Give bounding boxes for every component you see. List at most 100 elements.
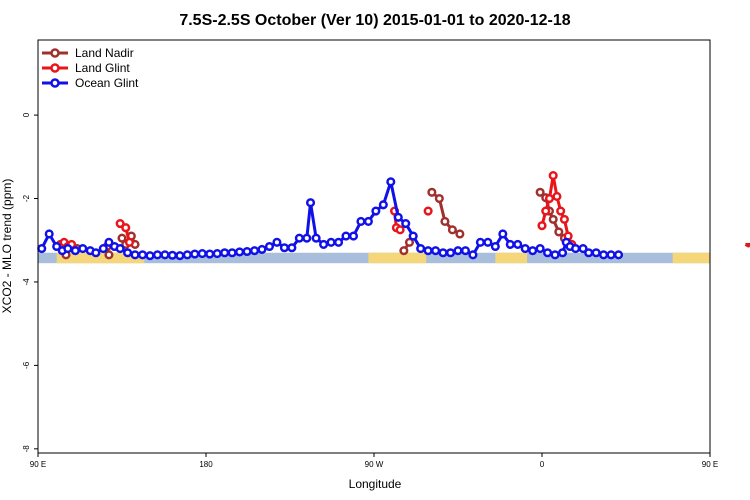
legend-label: Land Nadir (75, 46, 134, 60)
data-point (115, 219, 125, 229)
data-point (550, 250, 560, 260)
legend-label: Ocean Glint (75, 76, 139, 90)
data-point (490, 241, 500, 252)
data-point (416, 244, 426, 254)
data-point (606, 250, 616, 260)
data-point (584, 248, 594, 258)
data-point (599, 250, 609, 260)
series-ocean-glint (37, 177, 624, 261)
data-point (104, 237, 114, 247)
data-point (311, 233, 321, 243)
data-point (167, 250, 177, 260)
y-tick-label: -8 (22, 445, 31, 453)
data-point (498, 229, 508, 239)
data-point (535, 244, 545, 254)
data-point (468, 250, 478, 260)
data-point (205, 249, 215, 259)
data-point (98, 244, 108, 254)
data-point (475, 237, 485, 247)
data-point (541, 206, 551, 216)
data-point (52, 241, 62, 252)
data-point (438, 248, 448, 258)
data-point (453, 246, 463, 256)
data-point (591, 248, 601, 258)
series-line-segment (744, 243, 750, 248)
data-point (543, 248, 553, 258)
data-point (44, 229, 54, 239)
land-strip-segment (56, 252, 145, 264)
land-strip-segment (495, 252, 528, 264)
data-point (393, 212, 403, 222)
data-point (386, 177, 396, 187)
data-point (395, 225, 405, 235)
data-point (333, 237, 344, 247)
data-point (341, 231, 351, 241)
x-tick-label: 180 (199, 460, 213, 469)
y-axis-label: XCO2 - MLO trend (ppm) (0, 179, 14, 314)
data-point (227, 248, 237, 258)
data-point (197, 249, 207, 259)
data-point (249, 246, 260, 256)
legend-item: Land Glint (42, 61, 130, 75)
data-point (182, 250, 192, 260)
data-point (356, 216, 366, 227)
data-point (91, 248, 101, 258)
data-point (427, 187, 437, 197)
data-point (212, 249, 222, 259)
data-point (559, 214, 569, 224)
x-tick-label: 90 E (702, 460, 718, 469)
data-point (348, 231, 359, 241)
x-axis: 90 E 180 90 W 0 90 E (30, 453, 718, 469)
data-point (287, 243, 297, 253)
data-point (404, 237, 415, 247)
data-point (37, 244, 47, 254)
data-point (554, 227, 564, 237)
data-point (513, 239, 523, 249)
data-point (121, 223, 131, 233)
data-point (160, 250, 170, 260)
data-point (70, 246, 80, 256)
data-point (460, 246, 471, 256)
data-point (399, 246, 409, 256)
data-point (556, 206, 566, 216)
data-point (423, 206, 433, 216)
data-point (408, 231, 418, 241)
data-point (578, 244, 588, 254)
data-point (548, 214, 558, 224)
data-point (257, 244, 267, 254)
data-point (378, 200, 388, 210)
data-point (137, 250, 148, 260)
data-point (152, 250, 163, 260)
data-point (571, 244, 581, 254)
data-point (305, 198, 316, 208)
series-land-glint (55, 171, 750, 252)
data-point (440, 216, 450, 227)
data-point (117, 233, 127, 243)
data-point (115, 244, 125, 254)
data-point (279, 243, 289, 253)
y-tick-label: -6 (22, 361, 31, 369)
data-point (557, 248, 568, 258)
data-point (272, 237, 282, 247)
chart-title: 7.5S-2.5S October (Ver 10) 2015-01-01 to… (179, 12, 570, 29)
data-point (528, 246, 538, 256)
data-point (537, 221, 547, 231)
x-tick-label: 90 W (365, 460, 384, 469)
x-axis-label: Longitude (349, 477, 402, 491)
x-tick-label: 90 E (30, 460, 46, 469)
data-point (124, 237, 135, 247)
data-point (483, 237, 493, 247)
data-point (264, 241, 275, 252)
data-point (63, 244, 73, 254)
plot-area (37, 171, 750, 264)
data-point (104, 250, 114, 260)
y-axis: 0 -2 -4 -6 -8 (22, 112, 38, 452)
land-strip-segment (368, 252, 427, 264)
data-point (190, 249, 200, 259)
land-strip-segment (672, 252, 710, 264)
data-point (401, 219, 411, 229)
legend-marker (50, 48, 60, 58)
data-point (431, 246, 441, 256)
